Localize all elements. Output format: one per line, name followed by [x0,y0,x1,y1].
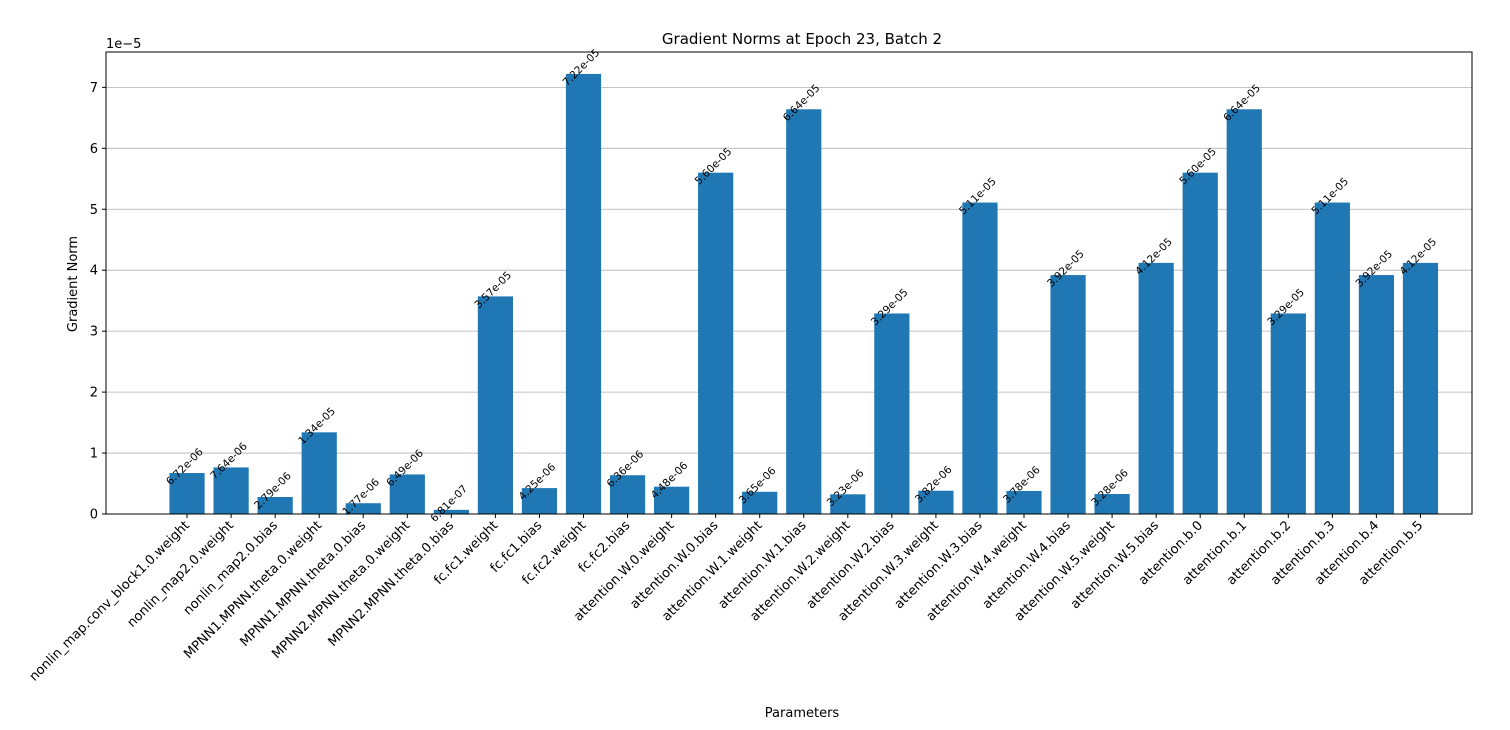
bar [654,486,690,514]
x-axis-label: Parameters [765,706,840,721]
bar [698,172,734,515]
bar [1358,275,1394,514]
y-axis-ticks: 0 1 2 3 4 5 6 7 [90,81,106,523]
y-axis-exponent-label: 1e−5 [106,37,141,52]
chart-title: Gradient Norms at Epoch 23, Batch 2 [662,30,942,48]
x-axis-ticks: nonlin_map.conv_block1.0.weightnonlin_ma… [27,514,1426,684]
bar [918,490,954,514]
bar [169,473,205,514]
bar [1050,275,1086,514]
bar [1182,172,1218,515]
bars [169,73,1439,515]
bar [962,202,998,514]
bar [345,503,381,514]
bar [477,296,513,514]
y-tick-label: 5 [90,203,98,218]
y-tick-label: 3 [90,325,98,340]
bar [1270,313,1306,514]
bar [1094,494,1130,514]
y-tick-label: 7 [90,81,98,96]
bar-data-label: 6.81e-07 [428,483,470,525]
bar [521,488,558,514]
bar [301,432,337,514]
y-axis-label: Gradient Norm [66,236,81,332]
bar [1226,109,1262,514]
y-tick-label: 1 [90,447,98,462]
bar [1402,262,1439,514]
bar [1314,202,1350,514]
bar [1138,262,1174,514]
bar [433,509,469,514]
y-tick-label: 6 [90,142,98,157]
bar [609,475,646,514]
bar [565,73,602,514]
bar [213,467,249,514]
bar [1006,490,1042,514]
y-tick-label: 2 [90,386,98,401]
bar [389,474,425,514]
bar [830,494,866,514]
bar [786,109,822,514]
y-tick-label: 0 [90,508,98,523]
x-tick-label: nonlin_map.conv_block1.0.weight [27,518,193,684]
bar [742,491,778,514]
y-tick-label: 4 [90,264,98,279]
plot-frame [105,51,1473,515]
bar [874,313,910,514]
bar [257,496,293,514]
